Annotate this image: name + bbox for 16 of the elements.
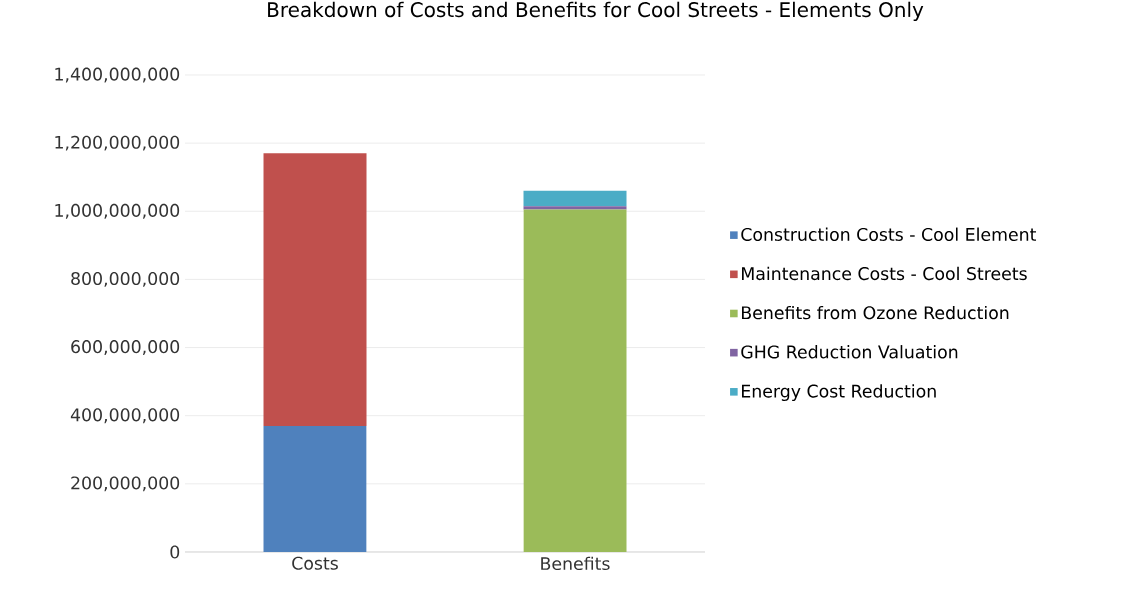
legend-label: Benefits from Ozone Reduction bbox=[742, 305, 1009, 320]
y-tick-label: 600,000,000 bbox=[71, 340, 180, 355]
y-tick-label: 800,000,000 bbox=[71, 271, 180, 287]
y-tick-label: 1,400,000,000 bbox=[55, 67, 180, 83]
y-tick-label: 400,000,000 bbox=[70, 408, 180, 424]
y-tick-label: 1,000,000,000 bbox=[55, 203, 180, 219]
legend-label: Energy Cost Reduction bbox=[742, 384, 936, 402]
x-tick-label: Benefits bbox=[541, 556, 610, 571]
chart-title: Breakdown of Costs and Benefits for Cool Streets - Elements Only bbox=[268, 1, 924, 22]
y-tick-label: 200,000,000 bbox=[71, 476, 180, 492]
y-tick-label: 1,200,000,000 bbox=[55, 135, 180, 151]
legend-label: GHG Reduction Valuation bbox=[741, 345, 958, 359]
legend-label: Maintenance Costs - Cool Streets bbox=[742, 266, 1027, 281]
x-tick-label: Costs bbox=[292, 556, 338, 570]
y-tick-label: 0 bbox=[170, 545, 180, 559]
legend-label: Construction Costs - Cool Element bbox=[741, 227, 1037, 241]
